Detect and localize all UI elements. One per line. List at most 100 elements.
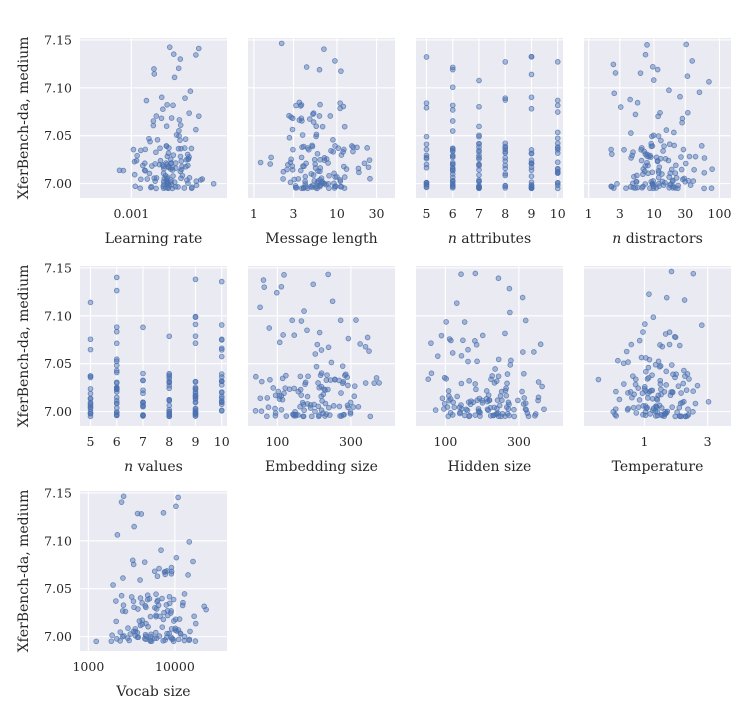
- data-point: [445, 388, 452, 394]
- data-point: [133, 157, 140, 164]
- data-point: [113, 400, 120, 407]
- data-point: [302, 173, 309, 180]
- data-point: [473, 386, 479, 393]
- data-point: [113, 405, 120, 411]
- x-axis-label-prefix: n: [448, 231, 457, 247]
- data-point: [195, 45, 202, 52]
- data-point: [528, 179, 535, 186]
- data-point: [164, 608, 171, 614]
- data-point: [160, 510, 167, 516]
- data-point: [487, 412, 494, 419]
- x-axis-label: Hidden size: [448, 459, 532, 475]
- data-point: [336, 377, 342, 384]
- data-point: [653, 403, 660, 410]
- data-point: [499, 410, 506, 417]
- data-point: [476, 395, 483, 402]
- x-axis-label-text: Embedding size: [265, 459, 378, 475]
- data-point: [314, 150, 321, 157]
- data-point: [164, 101, 170, 108]
- data-point: [684, 109, 691, 116]
- data-point: [154, 136, 161, 143]
- data-point: [364, 334, 371, 341]
- data-point: [610, 409, 617, 415]
- data-point: [644, 159, 650, 166]
- data-point: [319, 123, 326, 130]
- data-point: [525, 413, 532, 420]
- data-point: [120, 575, 126, 581]
- data-point: [449, 147, 456, 153]
- y-tick-label: 7.15: [44, 260, 72, 275]
- data-point: [643, 405, 650, 412]
- data-point: [479, 399, 486, 406]
- data-point: [483, 388, 490, 394]
- data-point: [165, 185, 172, 192]
- data-point: [304, 327, 310, 334]
- data-point: [113, 340, 120, 347]
- data-point: [519, 294, 526, 301]
- data-point: [310, 119, 317, 125]
- data-point: [519, 388, 525, 395]
- data-point: [504, 371, 511, 377]
- data-point: [295, 388, 302, 395]
- x-tick-label: 5: [423, 206, 431, 221]
- data-point: [678, 390, 684, 396]
- data-point: [441, 400, 448, 407]
- data-point: [280, 168, 287, 175]
- data-point: [166, 593, 173, 600]
- data-point: [637, 70, 644, 76]
- data-point: [300, 413, 307, 420]
- data-point: [172, 183, 179, 190]
- data-point: [554, 168, 561, 175]
- data-point: [613, 388, 619, 395]
- data-point: [134, 152, 140, 159]
- data-point: [476, 132, 482, 139]
- data-point: [318, 370, 325, 376]
- data-point: [498, 388, 505, 395]
- x-tick-label: 6: [113, 434, 121, 449]
- data-point: [131, 171, 138, 178]
- data-point: [674, 409, 680, 415]
- data-point: [472, 270, 479, 277]
- data-point: [608, 146, 614, 153]
- data-point: [476, 77, 482, 84]
- data-point: [156, 633, 163, 639]
- data-point: [185, 162, 191, 169]
- data-point: [680, 380, 687, 387]
- data-point: [648, 140, 655, 147]
- data-point: [528, 160, 535, 167]
- data-point: [340, 103, 347, 110]
- data-point: [466, 412, 473, 419]
- data-point: [657, 155, 664, 162]
- data-point: [638, 157, 645, 164]
- data-point: [502, 97, 509, 103]
- data-point: [504, 380, 510, 387]
- data-point: [652, 408, 659, 415]
- data-point: [121, 633, 127, 639]
- data-point: [113, 324, 120, 330]
- data-point: [428, 370, 435, 377]
- data-point: [652, 413, 659, 419]
- data-point: [611, 90, 618, 97]
- data-point: [316, 384, 323, 391]
- data-point: [126, 637, 132, 644]
- data-point: [625, 405, 631, 412]
- data-point: [130, 561, 137, 568]
- data-point: [168, 626, 175, 632]
- data-point: [147, 138, 153, 145]
- data-point: [347, 410, 354, 417]
- data-point: [164, 177, 170, 184]
- data-point: [663, 382, 669, 388]
- data-point: [678, 166, 685, 173]
- y-tick-label: 7.00: [44, 404, 72, 419]
- data-point: [164, 630, 170, 637]
- data-point: [177, 137, 183, 143]
- x-tick-label: 10: [214, 434, 230, 449]
- data-point: [673, 371, 679, 378]
- data-point: [334, 174, 340, 180]
- data-point: [521, 370, 527, 377]
- data-point: [185, 180, 191, 186]
- data-point: [438, 332, 445, 339]
- data-point: [321, 157, 328, 163]
- data-point: [635, 385, 642, 391]
- y-axis-label: XferBench-da, medium: [16, 265, 32, 428]
